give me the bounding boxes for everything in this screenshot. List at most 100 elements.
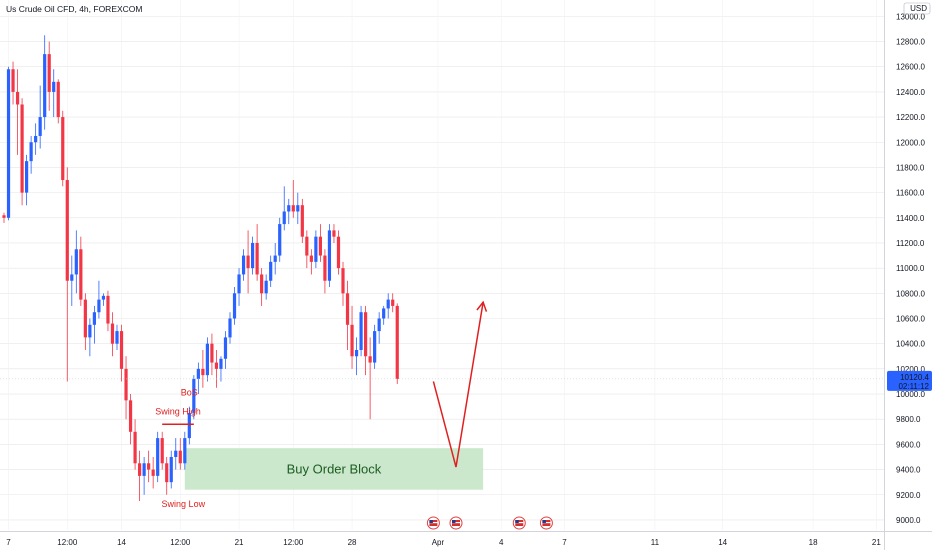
candle-body — [165, 463, 169, 483]
candle — [391, 293, 395, 313]
candle-body — [119, 331, 124, 369]
candle-body — [6, 69, 11, 218]
candle — [147, 450, 151, 483]
candle — [56, 79, 60, 124]
candle-body — [124, 368, 128, 401]
candle — [65, 167, 69, 382]
candle — [341, 261, 345, 306]
candle-body — [115, 331, 119, 344]
candle — [354, 337, 359, 376]
candle-body — [251, 242, 255, 269]
candle-body — [205, 343, 209, 376]
candle-body — [364, 312, 368, 357]
candle — [196, 362, 200, 395]
candle — [15, 69, 20, 155]
candle-body — [52, 81, 56, 92]
candle-body — [377, 318, 381, 332]
us-flag-icon[interactable] — [449, 516, 463, 530]
candle — [219, 356, 223, 382]
candle — [201, 349, 205, 388]
candle — [61, 110, 65, 187]
candle — [386, 293, 390, 319]
candle — [332, 224, 336, 243]
candle — [269, 255, 273, 288]
us-flag-icon[interactable] — [426, 516, 440, 530]
price-tick-label: 12600.0 — [896, 63, 925, 72]
candle-body — [20, 104, 24, 193]
candle-body — [110, 323, 115, 344]
last-price-value: 10120.4 — [900, 373, 929, 382]
swing-high-label: Swing High — [155, 406, 201, 416]
candle-body — [160, 438, 164, 464]
candle-body — [29, 142, 33, 162]
candle-body — [309, 255, 313, 262]
candle — [368, 337, 372, 420]
candle — [138, 450, 142, 502]
candle-body — [241, 255, 246, 275]
candle — [251, 236, 255, 275]
candle — [214, 349, 219, 388]
price-tick-label: 10000.0 — [896, 390, 925, 399]
flag-stripe — [452, 522, 460, 524]
candle — [232, 287, 237, 325]
candle-body — [323, 255, 327, 281]
time-tick-label: 11 — [651, 538, 660, 547]
candle-body — [219, 358, 223, 369]
candle-body — [133, 431, 137, 464]
candle-body — [210, 343, 214, 363]
candle-body — [83, 299, 87, 338]
candle — [323, 249, 327, 294]
candle-body — [237, 274, 241, 294]
flag-stripe — [429, 522, 438, 524]
candle-body — [201, 368, 205, 376]
candle — [345, 280, 350, 350]
us-flag-icon[interactable] — [512, 516, 526, 530]
price-tick-label: 9200.0 — [896, 491, 921, 500]
candle-body — [336, 236, 341, 269]
candle — [124, 356, 128, 420]
candle-body — [47, 54, 51, 92]
candle-body — [305, 236, 309, 256]
us-flag-icon[interactable] — [539, 516, 553, 530]
candle — [382, 305, 386, 325]
candle — [318, 224, 322, 262]
candle-body — [61, 117, 65, 181]
price-tick-label: 9600.0 — [896, 440, 921, 449]
candle — [115, 324, 119, 350]
candle — [97, 280, 101, 319]
price-tick-label: 11600.0 — [896, 189, 925, 198]
candle — [38, 85, 42, 149]
candle — [273, 242, 277, 275]
candle-body — [282, 211, 286, 225]
candle — [255, 224, 259, 281]
candle — [305, 230, 309, 269]
candle — [133, 419, 137, 470]
candle — [336, 230, 341, 275]
candle — [327, 224, 332, 288]
candle — [6, 66, 11, 221]
candle-body — [264, 280, 268, 294]
order-block-zone — [184, 448, 484, 490]
candle-body — [192, 378, 196, 413]
symbol-title: Us Crude Oil CFD, 4h, FOREXCOM — [6, 4, 143, 14]
candle — [183, 431, 187, 470]
candle — [309, 249, 313, 275]
candle-body — [151, 469, 155, 476]
candle — [350, 305, 354, 369]
candle — [282, 186, 286, 231]
price-tick-label: 11800.0 — [896, 163, 925, 172]
bos-label: BoS — [181, 387, 198, 397]
candle — [210, 333, 214, 376]
price-tick-label: 11000.0 — [896, 264, 925, 273]
candles — [2, 35, 399, 502]
time-tick-label: 4 — [499, 538, 504, 547]
last-price-tag — [887, 370, 932, 391]
candle-body — [287, 205, 291, 212]
candle — [92, 305, 96, 344]
projection-arrowhead — [476, 300, 488, 312]
candle-body — [92, 312, 96, 325]
time-tick-label: 7 — [562, 538, 567, 547]
time-tick-label: Apr — [432, 538, 445, 547]
